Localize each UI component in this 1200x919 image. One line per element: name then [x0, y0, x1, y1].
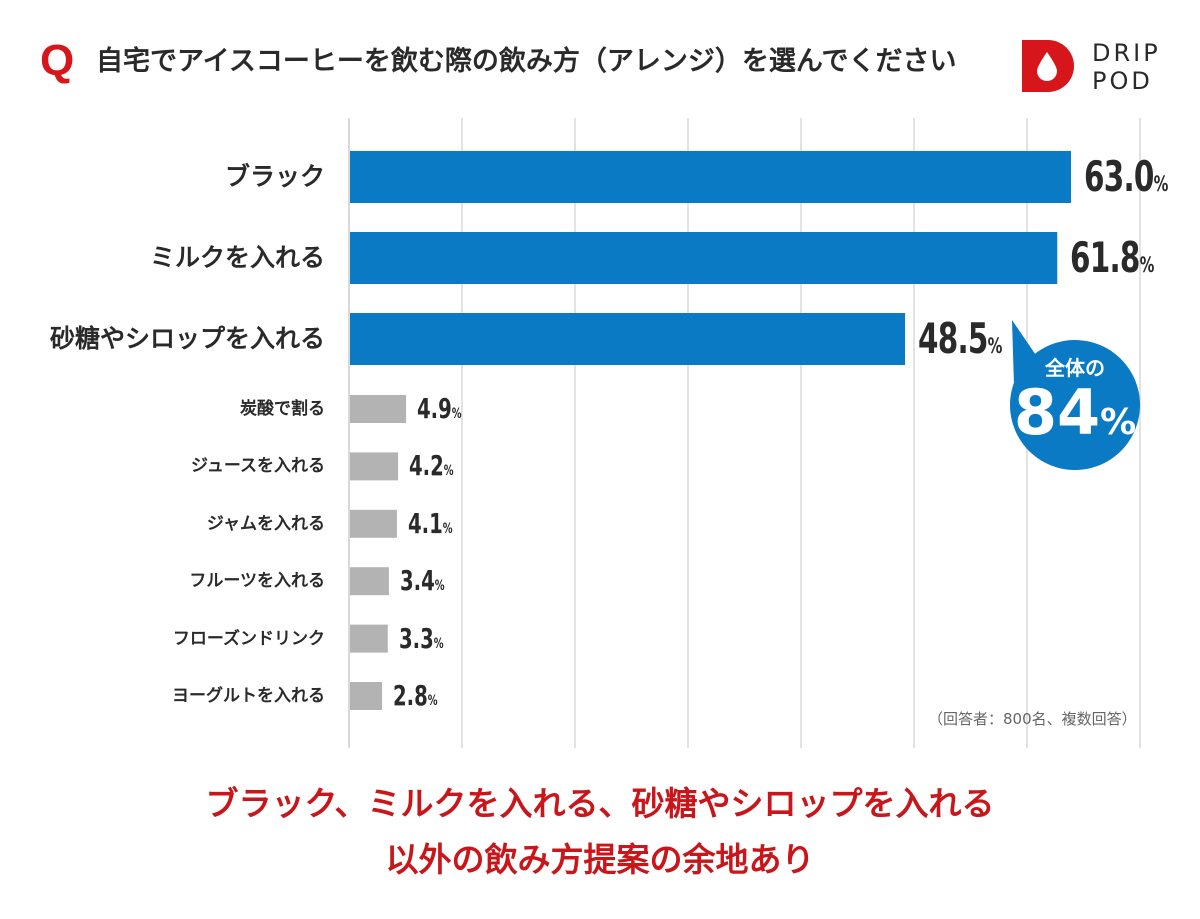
- value-unit: %: [1139, 253, 1155, 277]
- bar: [350, 151, 1071, 203]
- value-number: 63.0: [1084, 152, 1154, 201]
- logo-text-drip: DRIP: [1092, 39, 1161, 67]
- category-label: ジャムを入れる: [206, 513, 325, 534]
- question-title: 自宅でアイスコーヒーを飲む際の飲み方（アレンジ）を選んでください: [96, 46, 957, 77]
- value-label: 4.2%: [409, 450, 454, 487]
- category-label: フローズンドリンク: [172, 628, 325, 649]
- logo-text-pod: POD: [1092, 67, 1153, 95]
- value-label: 4.9%: [417, 393, 462, 430]
- logo-badge: [1022, 40, 1074, 92]
- category-label: ミルクを入れる: [149, 243, 325, 272]
- value-label: 3.4%: [400, 565, 445, 602]
- bar: [350, 452, 399, 481]
- callout-value: 84%: [1010, 378, 1140, 458]
- bar: [350, 395, 407, 423]
- value-number: 4.9: [417, 392, 452, 425]
- value-unit: %: [433, 635, 444, 652]
- category-label: ヨーグルトを入れる: [172, 686, 325, 706]
- value-unit: %: [434, 578, 445, 595]
- value-number: 4.2: [409, 449, 444, 483]
- value-number: 3.4: [399, 564, 435, 598]
- value-unit: %: [451, 406, 462, 422]
- value-unit: %: [1153, 172, 1169, 196]
- value-unit: %: [442, 520, 453, 537]
- value-unit: %: [987, 334, 1003, 358]
- value-number: 2.8: [393, 679, 428, 712]
- respondent-note: （回答者：800名、複数回答）: [928, 710, 1137, 728]
- value-label: 61.8%: [1070, 234, 1154, 289]
- bar: [350, 313, 906, 365]
- callout-caption: 全体の: [1045, 356, 1105, 380]
- value-unit: %: [443, 463, 454, 480]
- callout-unit: %: [1100, 402, 1137, 443]
- value-number: 4.1: [407, 506, 443, 540]
- callout-number: 84: [1013, 376, 1101, 449]
- value-number: 61.8: [1070, 233, 1140, 282]
- bar: [350, 232, 1058, 284]
- value-number: 3.3: [398, 621, 434, 655]
- value-label: 2.8%: [393, 680, 438, 717]
- value-label: 3.3%: [398, 621, 444, 660]
- water-drop-icon: [1037, 52, 1057, 81]
- category-label: 砂糖やシロップを入れる: [49, 324, 325, 353]
- summary-line-1: ブラック、ミルクを入れる、砂糖やシロップを入れる: [205, 784, 995, 823]
- question-mark: Q: [40, 36, 75, 85]
- category-label: ジュースを入れる: [191, 456, 325, 477]
- value-label: 4.1%: [407, 506, 453, 545]
- callout-bubble-shape: [1010, 320, 1140, 470]
- value-unit: %: [427, 693, 438, 709]
- bar: [350, 567, 389, 596]
- bar: [350, 682, 383, 710]
- bar: [350, 624, 388, 653]
- category-label: 炭酸で割る: [240, 399, 325, 419]
- value-label: 48.5%: [918, 315, 1002, 370]
- brand-logo: DRIP POD: [1022, 38, 1172, 98]
- bar: [350, 509, 397, 538]
- summary-line-2: 以外の飲み方提案の余地あり: [385, 840, 815, 879]
- callout-bubble: [1010, 320, 1140, 470]
- value-label: 63.0%: [1084, 153, 1168, 208]
- category-label: フルーツを入れる: [189, 571, 325, 592]
- value-number: 48.5: [918, 314, 988, 363]
- category-label: ブラック: [224, 162, 325, 191]
